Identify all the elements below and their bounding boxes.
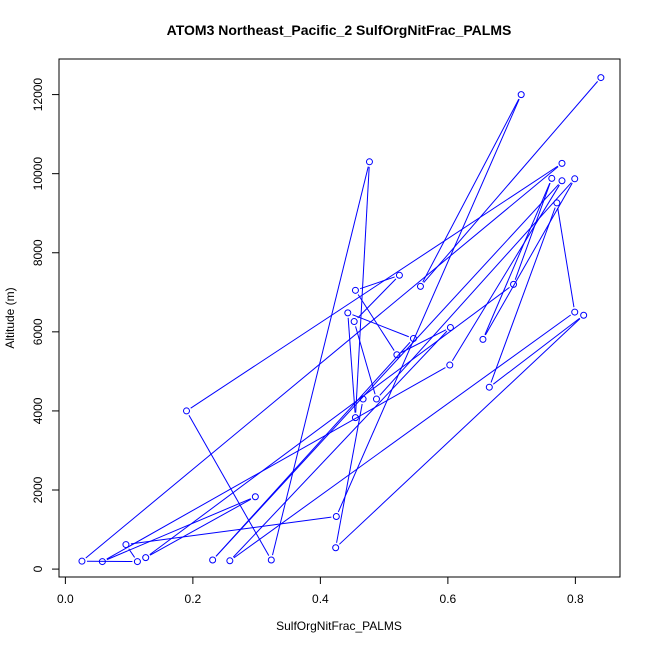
y-tick-label: 10000 bbox=[31, 157, 45, 191]
data-point bbox=[548, 174, 556, 182]
series-segment bbox=[490, 207, 556, 383]
chart-title: ATOM3 Northeast_Pacific_2 SulfOrgNitFrac… bbox=[167, 22, 512, 38]
series-segment bbox=[232, 330, 448, 558]
data-point bbox=[183, 407, 190, 415]
data-point bbox=[580, 311, 588, 319]
series-segment bbox=[233, 314, 571, 559]
series-segment bbox=[422, 98, 520, 283]
data-point bbox=[365, 158, 373, 166]
series-segment bbox=[492, 317, 580, 385]
x-axis-ticks: 0.0 0.2 0.4 0.6 0.8 bbox=[57, 577, 584, 606]
series-segment bbox=[423, 81, 598, 283]
series-segment bbox=[557, 207, 575, 308]
data-point bbox=[446, 361, 454, 369]
series-segment bbox=[188, 415, 270, 556]
x-tick-label: 0.8 bbox=[567, 592, 584, 606]
data-point bbox=[209, 556, 217, 564]
series-segment bbox=[484, 182, 573, 336]
data-point bbox=[597, 74, 605, 82]
data-point bbox=[416, 282, 424, 290]
data-point bbox=[517, 91, 525, 99]
series-segment bbox=[379, 182, 572, 396]
data-point bbox=[510, 280, 518, 288]
series-segment bbox=[271, 166, 369, 556]
series-segment bbox=[360, 276, 395, 290]
x-tick-label: 0.2 bbox=[185, 592, 202, 606]
x-tick-label: 0.4 bbox=[312, 592, 329, 606]
data-point bbox=[142, 554, 150, 562]
y-tick-label: 4000 bbox=[31, 397, 45, 424]
x-tick-label: 0.6 bbox=[440, 592, 457, 606]
series-segment bbox=[514, 182, 551, 280]
series-segment bbox=[347, 317, 356, 413]
data-point bbox=[98, 558, 106, 566]
series-segment bbox=[357, 278, 397, 319]
plot-frame bbox=[58, 58, 621, 578]
series-layer bbox=[78, 74, 605, 566]
data-point bbox=[78, 557, 86, 565]
y-tick-label: 12000 bbox=[31, 78, 45, 112]
series-segment bbox=[355, 326, 376, 395]
data-point bbox=[446, 323, 454, 331]
data-point bbox=[479, 335, 487, 343]
series-segment bbox=[190, 165, 559, 409]
series-segment bbox=[337, 98, 520, 513]
data-point bbox=[122, 541, 130, 549]
y-tick-label: 8000 bbox=[31, 239, 45, 266]
series-segment bbox=[338, 318, 581, 545]
series-segment bbox=[149, 498, 252, 556]
data-point bbox=[344, 309, 352, 317]
data-point bbox=[133, 558, 141, 566]
series-segment bbox=[215, 184, 559, 557]
x-tick-label: 0.0 bbox=[57, 592, 74, 606]
y-axis-label: Altitude (m) bbox=[3, 287, 17, 348]
y-tick-label: 6000 bbox=[31, 318, 45, 345]
data-point bbox=[571, 308, 579, 316]
data-point bbox=[553, 199, 561, 207]
data-point bbox=[251, 493, 259, 501]
series-segment bbox=[355, 166, 370, 413]
series-segment bbox=[106, 498, 251, 561]
series-segment bbox=[352, 314, 409, 338]
data-point bbox=[332, 513, 340, 521]
data-point bbox=[558, 159, 566, 167]
data-point bbox=[372, 395, 380, 403]
series-segment bbox=[106, 367, 446, 560]
data-point bbox=[332, 544, 340, 552]
data-point bbox=[395, 271, 403, 279]
y-tick-label: 2000 bbox=[31, 476, 45, 503]
series-segment bbox=[484, 182, 551, 335]
series-segment bbox=[149, 286, 510, 556]
data-point bbox=[359, 395, 367, 403]
series-segment bbox=[85, 166, 559, 559]
data-point bbox=[267, 556, 275, 564]
series-segment bbox=[336, 403, 363, 543]
series-segment bbox=[357, 294, 395, 351]
data-point bbox=[558, 177, 566, 185]
data-point bbox=[226, 557, 234, 565]
series-segment bbox=[451, 184, 560, 362]
series-segment bbox=[130, 516, 332, 545]
data-point bbox=[351, 414, 359, 422]
data-point bbox=[409, 335, 417, 343]
series-segment bbox=[401, 329, 447, 353]
x-axis-label: SulfOrgNitFrac_PALMS bbox=[276, 619, 402, 633]
y-axis-ticks: 0 2000 4000 6000 8000 10000 12000 bbox=[31, 78, 59, 572]
data-point bbox=[350, 318, 358, 326]
y-tick-label: 0 bbox=[31, 565, 45, 572]
data-point bbox=[351, 286, 359, 294]
data-point bbox=[571, 175, 579, 183]
data-point bbox=[393, 351, 401, 359]
data-point bbox=[485, 383, 493, 391]
